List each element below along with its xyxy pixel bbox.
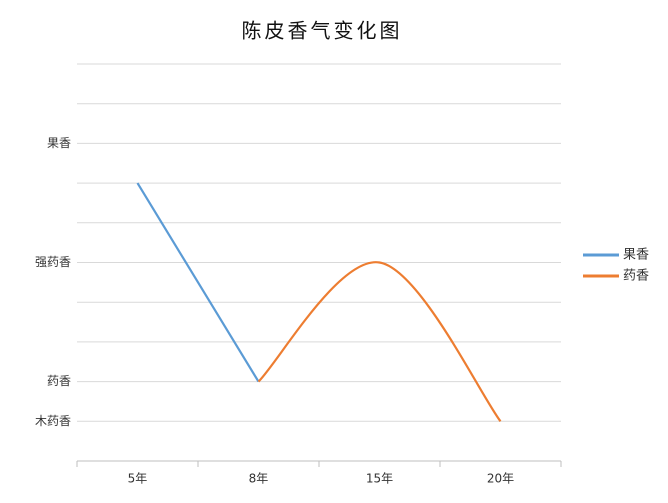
x-tick-label: 5年: [128, 472, 148, 486]
y-tick-label: 强药香: [35, 255, 71, 269]
line: [257, 261, 502, 422]
x-tick-label: 20年: [487, 472, 514, 486]
y-tick-label: 药香: [47, 374, 71, 388]
legend-label: 果香: [623, 248, 649, 263]
line: [136, 182, 260, 383]
chart-title: 陈皮香气变化图: [242, 19, 403, 43]
legend-label: 药香: [623, 269, 649, 284]
y-tick-label: 果香: [47, 136, 71, 150]
y-tick-label: 木药香: [35, 414, 71, 428]
x-tick-label: 15年: [366, 472, 393, 486]
x-tick-label: 8年: [249, 472, 269, 486]
